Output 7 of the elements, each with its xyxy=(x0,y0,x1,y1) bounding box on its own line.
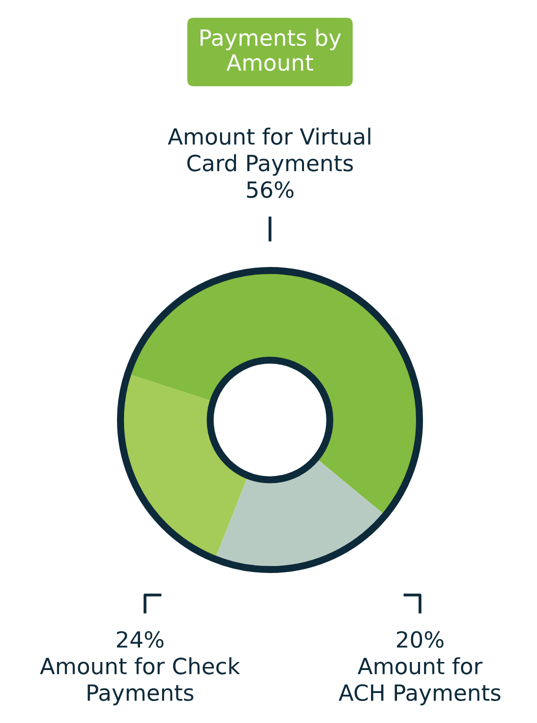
slice-label: Amount for Check Payments xyxy=(40,657,240,706)
data-label: 20% xyxy=(396,631,444,648)
chart-title: Payments by Amount xyxy=(200,28,341,71)
slice-label: Amount for ACH Payments xyxy=(338,657,500,706)
data-label: 56% xyxy=(247,181,294,198)
slice-label: Amount for Virtual Card Payments xyxy=(168,128,370,176)
data-label: 24% xyxy=(116,631,164,648)
